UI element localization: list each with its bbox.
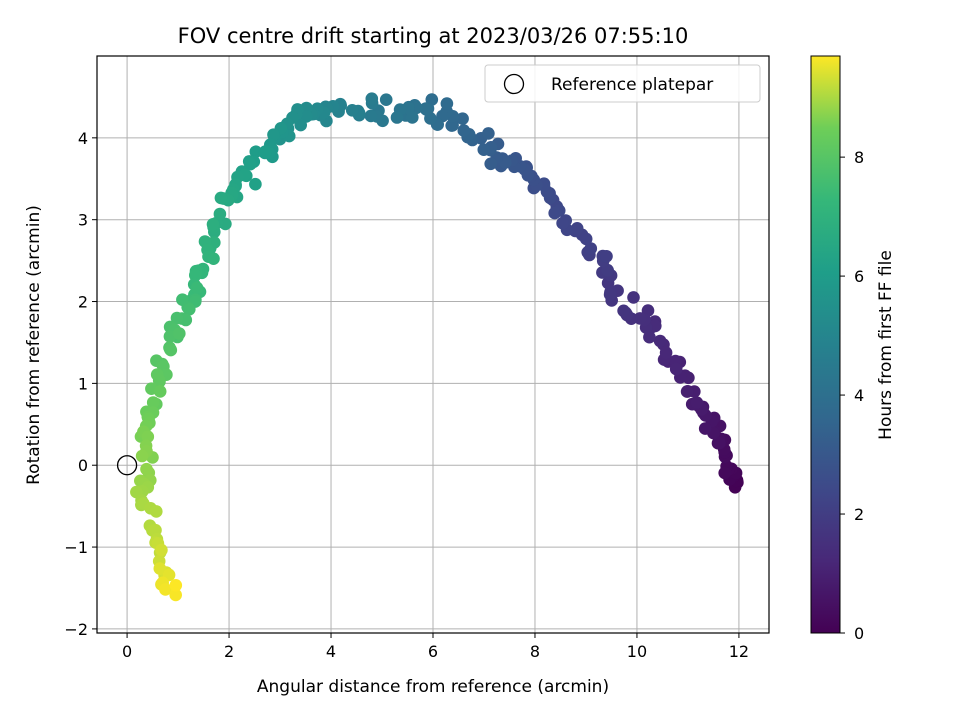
data-point: [653, 334, 667, 348]
colorbar-tick-label: 0: [854, 624, 864, 643]
legend-box: [484, 64, 761, 103]
data-point: [169, 579, 183, 592]
data-point: [406, 111, 419, 124]
x-tick-label: 4: [326, 642, 336, 661]
data-point: [153, 385, 167, 398]
data-point: [379, 93, 393, 106]
data-point: [456, 112, 469, 125]
data-point: [135, 449, 149, 463]
y-tick-label: 4: [78, 129, 88, 148]
data-point: [600, 249, 613, 263]
data-point: [713, 436, 726, 450]
data-point: [183, 303, 196, 316]
data-point: [345, 104, 359, 117]
data-point: [627, 291, 640, 304]
y-axis-label: Rotation from reference (arcmin): [24, 205, 44, 485]
x-tick-label: 12: [729, 642, 749, 661]
data-point: [440, 97, 454, 110]
data-point: [482, 127, 495, 140]
x-axis-label: Angular distance from reference (arcmin): [257, 677, 609, 697]
data-point: [419, 103, 433, 116]
data-point: [155, 543, 168, 557]
data-point: [364, 109, 378, 123]
data-points: [130, 92, 744, 602]
legend-marker: [503, 73, 525, 95]
colorbar: 0 2 4 6 8 Hours from first FF file: [810, 55, 896, 643]
data-point: [643, 330, 656, 344]
colorbar-label: Hours from first FF file: [876, 250, 896, 440]
data-point: [170, 311, 184, 325]
data-point: [603, 288, 617, 301]
x-tick-label: 2: [224, 642, 234, 661]
x-tick-label: 6: [428, 642, 438, 661]
data-point: [173, 327, 186, 340]
data-point: [153, 562, 167, 575]
x-tick-label: 8: [530, 642, 540, 661]
legend-label: Reference platepar: [551, 75, 713, 95]
data-point: [169, 588, 182, 602]
data-point: [584, 242, 598, 255]
data-point: [249, 177, 262, 191]
data-point: [146, 396, 160, 409]
data-point: [152, 374, 166, 387]
data-point: [159, 583, 172, 596]
data-point: [556, 216, 569, 230]
y-axis: −2 −1 0 1 2 3 4: [64, 129, 97, 639]
data-point: [213, 207, 227, 221]
y-tick-label: 3: [78, 211, 88, 230]
chart-title: FOV centre drift starting at 2023/03/26 …: [178, 24, 689, 48]
data-point: [570, 222, 584, 235]
data-point: [258, 146, 272, 160]
data-point: [206, 218, 220, 231]
data-point: [579, 232, 593, 246]
data-point: [365, 92, 379, 105]
grid-lines: [97, 56, 769, 633]
data-point: [140, 462, 153, 476]
colorbar-tick-label: 2: [854, 505, 864, 524]
data-point: [244, 157, 257, 171]
colorbar-tick-label: 4: [854, 386, 864, 405]
data-point: [190, 281, 204, 295]
colorbar-ticks: 0 2 4 6 8: [840, 148, 864, 643]
data-point: [477, 143, 491, 156]
colorbar-tick-label: 6: [854, 267, 864, 286]
data-point: [680, 385, 694, 398]
data-point: [718, 466, 731, 480]
legend: Reference platepar: [484, 64, 761, 103]
data-point: [164, 343, 178, 357]
data-point: [207, 252, 220, 265]
y-tick-label: −1: [64, 538, 88, 557]
data-point: [669, 362, 683, 376]
colorbar-gradient: [810, 55, 841, 634]
data-point: [457, 124, 471, 137]
reference-marker: [116, 455, 138, 476]
data-point: [214, 191, 228, 205]
data-point: [601, 264, 614, 277]
x-tick-label: 10: [627, 642, 647, 661]
data-point: [445, 119, 459, 132]
data-point: [267, 128, 280, 141]
colorbar-tick-label: 8: [854, 148, 864, 167]
data-point: [548, 206, 561, 220]
data-point: [484, 157, 498, 171]
data-point: [294, 118, 308, 132]
x-axis: 0 2 4 6 8 10 12: [122, 633, 749, 661]
data-point: [189, 268, 202, 282]
y-tick-label: 0: [78, 456, 88, 475]
data-point: [390, 111, 404, 124]
y-tick-label: 2: [78, 293, 88, 312]
data-point: [150, 505, 163, 518]
data-point: [698, 422, 712, 435]
x-tick-label: 0: [122, 642, 132, 661]
y-tick-label: 1: [78, 374, 88, 393]
y-tick-label: −2: [64, 620, 88, 639]
data-point: [617, 304, 630, 318]
data-point: [690, 396, 704, 410]
